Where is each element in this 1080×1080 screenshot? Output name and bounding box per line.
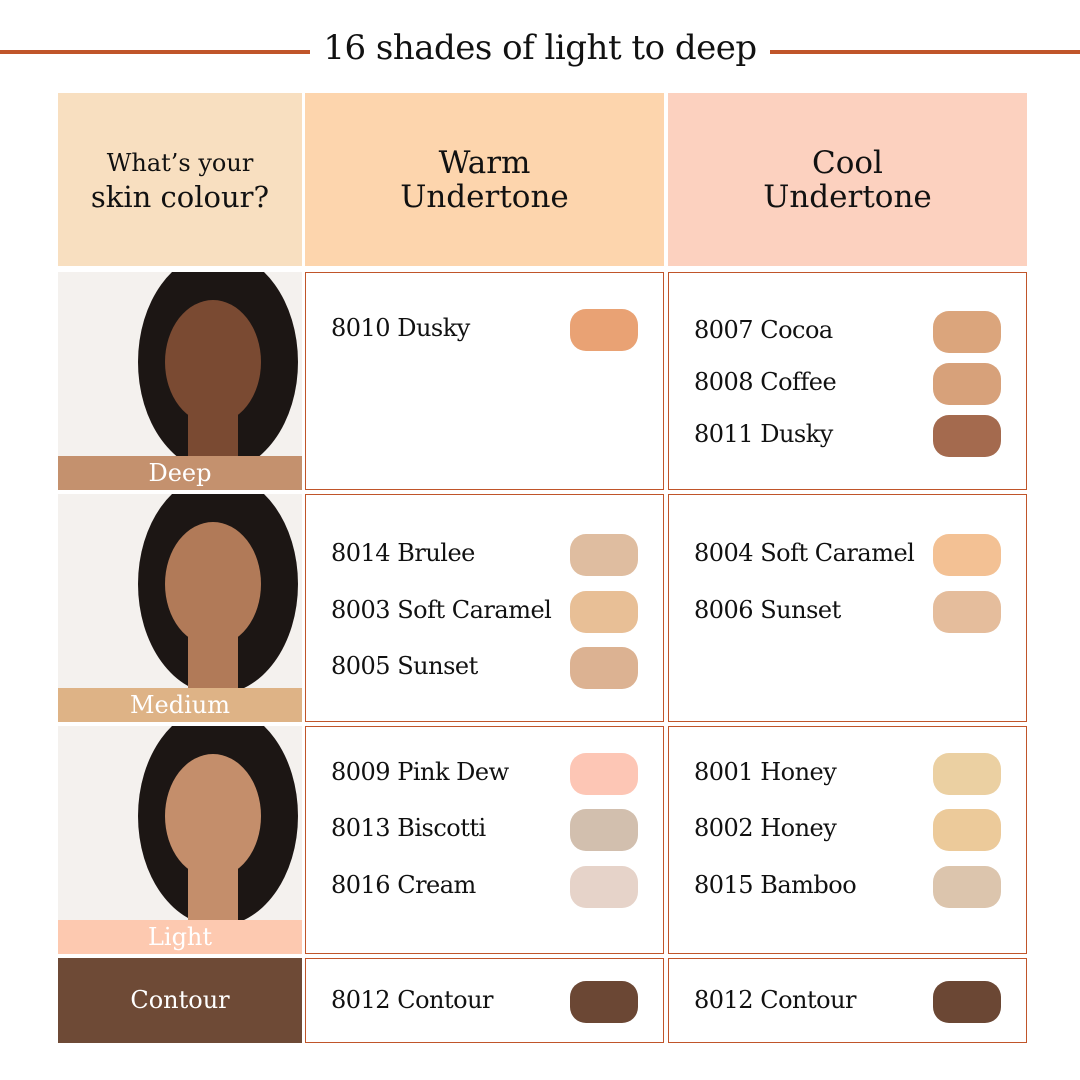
shade-swatch	[570, 809, 638, 851]
shade-swatch	[933, 981, 1001, 1023]
shade-name: 8004 Soft Caramel	[694, 539, 915, 567]
warm-cell-deep	[305, 272, 664, 490]
header-cool-line1: Cool	[812, 144, 883, 181]
title-rule-right	[770, 50, 1080, 54]
model-photo-light	[58, 726, 302, 920]
shade-name: 8002 Honey	[694, 814, 837, 842]
row-label-light: Light	[58, 920, 302, 954]
shade-name: 8001 Honey	[694, 758, 837, 786]
shade-name: 8010 Dusky	[331, 314, 470, 342]
header-cool: Cool Undertone	[668, 93, 1027, 266]
shade-swatch	[933, 753, 1001, 795]
header-question-line2: skin colour?	[90, 179, 270, 214]
shade-swatch	[933, 311, 1001, 353]
shade-name: 8012 Contour	[694, 986, 857, 1014]
shade-swatch	[933, 363, 1001, 405]
shade-name: 8009 Pink Dew	[331, 758, 509, 786]
shade-swatch	[933, 415, 1001, 457]
header-warm-line1: Warm	[438, 144, 531, 181]
shade-name: 8007 Cocoa	[694, 316, 833, 344]
shade-name: 8016 Cream	[331, 871, 476, 899]
shade-name: 8006 Sunset	[694, 596, 841, 624]
shade-name: 8011 Dusky	[694, 420, 833, 448]
model-photo-deep	[58, 272, 302, 456]
row-label-contour: Contour	[58, 958, 302, 1043]
shade-name: 8015 Bamboo	[694, 871, 857, 899]
shade-name: 8005 Sunset	[331, 652, 478, 680]
header-warm-line2: Undertone	[400, 178, 569, 215]
shade-name: 8012 Contour	[331, 986, 494, 1014]
header-question: What’s your skin colour?	[58, 93, 302, 266]
page-title: 16 shades of light to deep	[323, 28, 757, 68]
shade-name: 8003 Soft Caramel	[331, 596, 552, 624]
model-photo-medium	[58, 494, 302, 688]
shade-swatch	[570, 981, 638, 1023]
shade-swatch	[570, 866, 638, 908]
title-rule-left	[0, 50, 310, 54]
shade-swatch	[570, 309, 638, 351]
shade-name: 8014 Brulee	[331, 539, 475, 567]
shade-name: 8013 Biscotti	[331, 814, 486, 842]
shade-swatch	[570, 534, 638, 576]
shade-swatch	[933, 809, 1001, 851]
shade-swatch	[570, 753, 638, 795]
header-question-line1: What’s your	[106, 148, 254, 177]
shade-swatch	[570, 591, 638, 633]
row-label-medium: Medium	[58, 688, 302, 722]
shade-swatch	[933, 866, 1001, 908]
shade-swatch	[933, 591, 1001, 633]
header-cool-line2: Undertone	[763, 178, 932, 215]
shade-swatch	[570, 647, 638, 689]
row-label-deep: Deep	[58, 456, 302, 490]
shade-name: 8008 Coffee	[694, 368, 837, 396]
header-warm: Warm Undertone	[305, 93, 664, 266]
shade-swatch	[933, 534, 1001, 576]
